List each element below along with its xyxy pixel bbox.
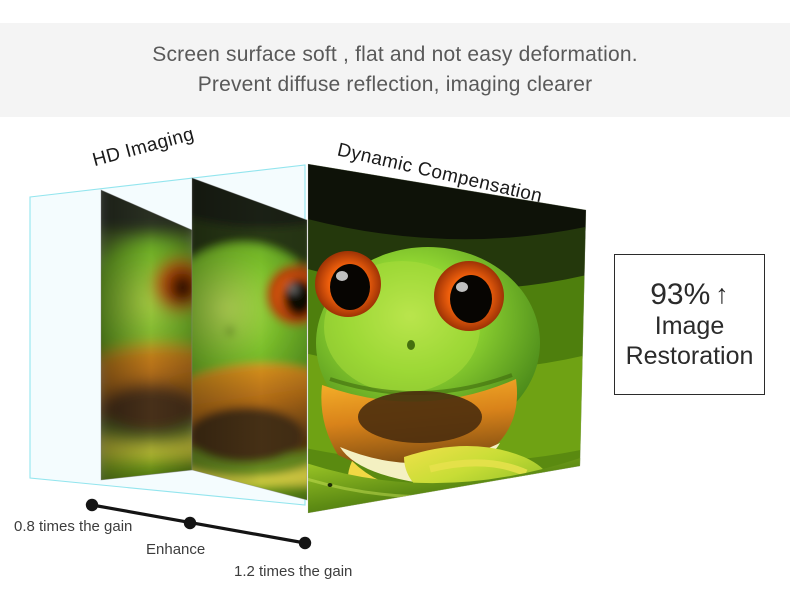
arrow-up-icon: ↑ (715, 278, 729, 309)
header-banner: Screen surface soft , flat and not easy … (0, 23, 790, 117)
restoration-percent-row: 93% ↑ (650, 277, 729, 311)
restoration-percent: 93% (650, 277, 711, 311)
gain-label-mid: Enhance (146, 541, 206, 558)
sharp-panel-3 (307, 163, 587, 514)
gain-dot-mid (183, 516, 197, 530)
header-line-2: Prevent diffuse reflection, imaging clea… (197, 73, 593, 96)
gain-dot-high (298, 536, 312, 550)
image-restoration-badge: 93% ↑ Image Restoration (614, 254, 765, 395)
gain-label-high: 1.2 times the gain (234, 563, 353, 580)
gain-label-low: 0.8 times the gain (14, 518, 133, 535)
gain-scale-line (85, 498, 312, 550)
blurred-panel-2 (191, 177, 308, 501)
restoration-label-line-1: Image (654, 311, 725, 340)
restoration-label-line-2: Restoration (625, 341, 754, 370)
frog-left-eye (315, 251, 381, 317)
gain-dot-low (85, 498, 99, 512)
blurred-panel-1 (100, 189, 193, 481)
scene-stage: HD Imaging Dynamic Compensation 0.8 time… (0, 117, 790, 611)
frog-right-eye (434, 261, 504, 331)
perspective-scene (29, 163, 587, 550)
header-line-1: Screen surface soft , flat and not easy … (152, 43, 638, 66)
